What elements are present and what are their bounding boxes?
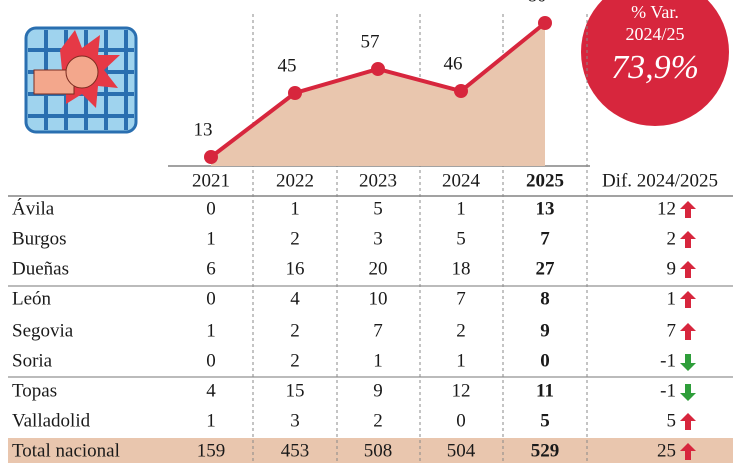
trend-arrow <box>680 323 696 340</box>
cell: 4 <box>290 288 300 309</box>
cell: 1 <box>456 198 466 219</box>
cell: 1 <box>373 350 383 371</box>
trend-arrow <box>680 354 696 371</box>
data-label: 46 <box>444 53 463 74</box>
cell: 508 <box>364 440 393 461</box>
cell: 0 <box>456 410 466 431</box>
cell: 7 <box>540 228 550 249</box>
cell: 7 <box>373 320 383 341</box>
cell: 2 <box>456 320 466 341</box>
badge-line: 2024/25 <box>625 24 684 44</box>
cell: 4 <box>206 380 216 401</box>
cell: 18 <box>452 258 471 279</box>
cell: 9 <box>540 320 550 341</box>
cell: 6 <box>206 258 216 279</box>
data-label: 13 <box>194 119 213 140</box>
year-header: 2024 <box>442 170 481 191</box>
dif: -1 <box>660 380 676 401</box>
badge-line: % Var. <box>631 2 679 22</box>
cell: 504 <box>447 440 476 461</box>
row-name: Soria <box>12 350 53 371</box>
row-name: Topas <box>12 380 57 401</box>
cell: 12 <box>452 380 471 401</box>
dif: 2 <box>667 228 677 249</box>
point <box>204 150 218 164</box>
cell: 1 <box>206 228 216 249</box>
cell: 0 <box>540 350 550 371</box>
icon <box>26 28 136 132</box>
row-name: Segovia <box>12 320 74 341</box>
dif: 7 <box>667 320 677 341</box>
cell: 10 <box>369 288 388 309</box>
trend-arrow <box>680 291 696 308</box>
cell: 0 <box>206 350 216 371</box>
cell: 5 <box>456 228 466 249</box>
trend-arrow <box>680 384 696 401</box>
cell: 529 <box>531 440 560 461</box>
point <box>371 62 385 76</box>
cell: 1 <box>206 410 216 431</box>
trend-arrow <box>680 201 696 218</box>
cell: 15 <box>286 380 305 401</box>
dif: 5 <box>667 410 677 431</box>
cell: 453 <box>281 440 310 461</box>
cell: 1 <box>206 320 216 341</box>
cell: 159 <box>197 440 226 461</box>
row-name: Valladolid <box>12 410 91 431</box>
cell: 2 <box>290 350 300 371</box>
cell: 16 <box>286 258 305 279</box>
cell: 9 <box>373 380 383 401</box>
cell: 5 <box>540 410 550 431</box>
cell: 2 <box>290 228 300 249</box>
trend-arrow <box>680 261 696 278</box>
row-name: Dueñas <box>12 258 69 279</box>
row-name: León <box>12 288 52 309</box>
row-name: Total nacional <box>12 440 120 461</box>
trend-arrow <box>680 231 696 248</box>
dif: 1 <box>667 288 677 309</box>
cell: 27 <box>536 258 556 279</box>
point <box>288 86 302 100</box>
cell: 2 <box>290 320 300 341</box>
year-header: 2023 <box>359 170 397 191</box>
cell: 1 <box>290 198 300 219</box>
data-label: 57 <box>361 31 380 52</box>
data-label: 80 <box>528 0 547 6</box>
cell: 3 <box>290 410 300 431</box>
data-label: 45 <box>278 55 297 76</box>
badge-value: 73,9% <box>611 49 699 86</box>
cell: 13 <box>536 198 555 219</box>
year-header: 2021 <box>192 170 230 191</box>
cell: 1 <box>456 350 466 371</box>
year-header: 2022 <box>276 170 314 191</box>
cell: 20 <box>369 258 388 279</box>
cell: 7 <box>456 288 466 309</box>
trend-arrow <box>680 413 696 430</box>
cell: 2 <box>373 410 383 431</box>
row-name: Ávila <box>12 197 55 219</box>
year-header: 2025 <box>526 170 564 191</box>
cell: 3 <box>373 228 383 249</box>
dif: 25 <box>657 440 676 461</box>
dif: 9 <box>667 258 677 279</box>
dif-header: Dif. 2024/2025 <box>602 170 718 191</box>
dif: 12 <box>657 198 676 219</box>
cell: 8 <box>540 288 550 309</box>
row-name: Burgos <box>12 228 67 249</box>
cell: 11 <box>536 380 554 401</box>
point <box>538 16 552 30</box>
point <box>454 84 468 98</box>
cell: 0 <box>206 288 216 309</box>
dif: -1 <box>660 350 676 371</box>
cell: 5 <box>373 198 383 219</box>
infographic: % Var. 2024/25 73,9% Dif. 2024/2025 1345… <box>0 0 733 463</box>
cell: 0 <box>206 198 216 219</box>
